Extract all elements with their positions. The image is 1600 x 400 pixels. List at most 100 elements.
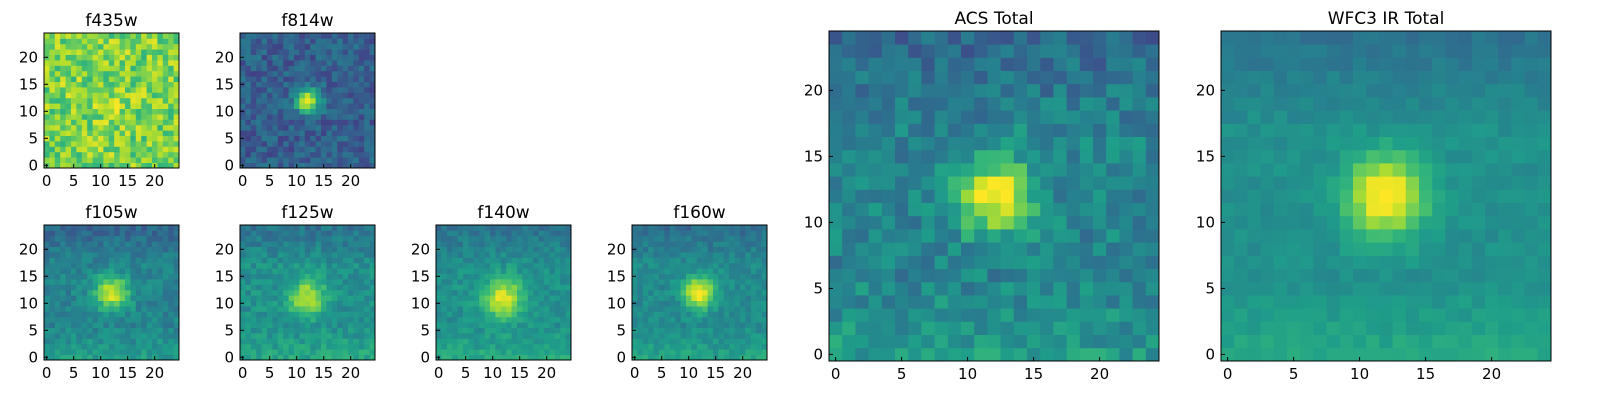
pixel <box>527 230 534 237</box>
pixel <box>756 327 762 334</box>
pixel <box>299 306 306 312</box>
pixel <box>1432 308 1446 322</box>
pixel <box>1432 176 1446 190</box>
pixel <box>1300 321 1314 335</box>
pixel <box>245 108 252 115</box>
pixel <box>119 257 126 264</box>
y-tick-label: 15 <box>607 268 626 286</box>
pixel <box>723 241 730 247</box>
pixel <box>353 300 360 307</box>
pixel <box>87 76 93 82</box>
pixel <box>522 262 529 269</box>
pixel <box>642 316 649 323</box>
pixel <box>103 33 110 39</box>
pixel <box>353 262 360 269</box>
pixel <box>642 225 649 231</box>
pixel <box>659 235 665 242</box>
pixel <box>103 70 110 77</box>
pixel <box>1432 242 1446 256</box>
pixel <box>267 273 273 280</box>
pixel <box>267 103 273 109</box>
pixel <box>288 268 295 274</box>
pixel <box>544 230 550 237</box>
pixel <box>1040 268 1054 283</box>
pixel <box>54 343 61 350</box>
pixel <box>1000 189 1015 203</box>
pixel <box>868 189 883 203</box>
pixel <box>734 333 741 339</box>
pixel <box>342 273 349 280</box>
pixel <box>299 65 306 72</box>
pixel <box>468 343 475 350</box>
pixel <box>1119 136 1133 151</box>
pixel <box>315 295 322 301</box>
pixel <box>637 268 644 274</box>
pixel <box>554 257 561 264</box>
pixel <box>446 279 453 285</box>
pixel <box>565 343 572 350</box>
pixel <box>549 295 556 301</box>
pixel <box>315 343 322 350</box>
pixel <box>288 246 295 253</box>
pixel <box>331 327 338 334</box>
pixel <box>331 49 338 55</box>
pixel <box>895 281 909 296</box>
pixel <box>310 343 316 350</box>
pixel <box>135 306 142 312</box>
pixel <box>250 65 257 72</box>
pixel <box>162 33 169 39</box>
pixel <box>87 241 93 247</box>
pixel <box>1119 83 1133 98</box>
pixel <box>125 157 131 163</box>
pixel <box>495 252 502 258</box>
pixel <box>173 92 180 99</box>
pixel <box>348 295 354 301</box>
pixel <box>659 273 665 280</box>
pixel <box>76 262 83 269</box>
pixel <box>60 49 66 55</box>
pixel <box>342 151 349 158</box>
pixel <box>92 33 99 39</box>
pixel <box>881 110 896 124</box>
pixel <box>87 124 93 131</box>
pixel <box>538 333 545 339</box>
pixel <box>1445 136 1459 151</box>
pixel <box>277 43 284 50</box>
pixel <box>288 343 295 350</box>
pixel <box>108 246 115 253</box>
pixel <box>446 322 453 328</box>
pixel <box>745 268 752 274</box>
pixel <box>554 349 561 355</box>
pixel <box>1405 308 1420 322</box>
pixel <box>250 162 257 169</box>
pixel <box>1458 268 1473 283</box>
pixel <box>637 316 644 323</box>
pixel <box>664 311 671 318</box>
pixel <box>479 241 485 247</box>
pixel <box>1093 136 1107 151</box>
pixel <box>745 225 752 231</box>
panel-title: f814w <box>281 11 333 31</box>
pixel <box>135 279 142 285</box>
pixel <box>348 146 354 153</box>
pixel <box>761 349 768 355</box>
pixel <box>358 338 365 345</box>
pixel <box>664 262 671 269</box>
pixel <box>71 252 77 258</box>
pixel <box>326 257 333 264</box>
pixel <box>54 92 61 99</box>
pixel <box>364 235 370 242</box>
pixel <box>1145 321 1160 335</box>
pixel <box>135 230 142 237</box>
y-tick-label: 10 <box>19 103 38 121</box>
pixel <box>44 257 50 264</box>
pixel <box>76 349 83 355</box>
pixel <box>364 349 370 355</box>
pixel <box>103 151 110 158</box>
pixel <box>256 225 262 231</box>
pixel <box>114 33 120 39</box>
image-cells <box>632 225 768 361</box>
pixel <box>441 306 448 312</box>
pixel <box>261 49 268 55</box>
pixel <box>277 230 284 237</box>
